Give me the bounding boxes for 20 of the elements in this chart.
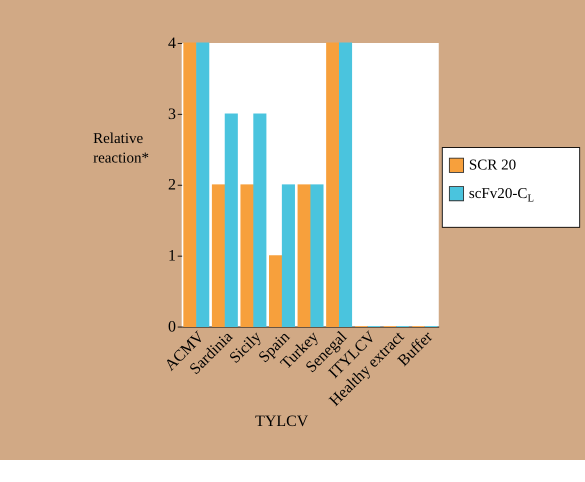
bar <box>196 42 210 328</box>
bar <box>310 184 324 328</box>
y-tick-label: 0 <box>168 318 176 336</box>
y-tick-label: 2 <box>168 176 176 194</box>
bar <box>183 42 196 328</box>
bar <box>298 184 311 328</box>
bar <box>269 255 282 328</box>
y-tick-label: 1 <box>168 248 176 265</box>
bar <box>282 184 295 328</box>
bar <box>326 42 340 328</box>
text: TYLCV <box>255 412 309 430</box>
bar <box>338 42 352 328</box>
y-tick-label: 4 <box>168 34 176 52</box>
y-axis-title: Relative reaction* <box>93 131 150 167</box>
bar <box>224 113 238 328</box>
bar <box>253 113 266 328</box>
y-tick-label: 3 <box>168 106 176 123</box>
bar <box>240 184 254 328</box>
bar <box>212 184 225 328</box>
legend-label: SCR 20 <box>468 158 516 174</box>
